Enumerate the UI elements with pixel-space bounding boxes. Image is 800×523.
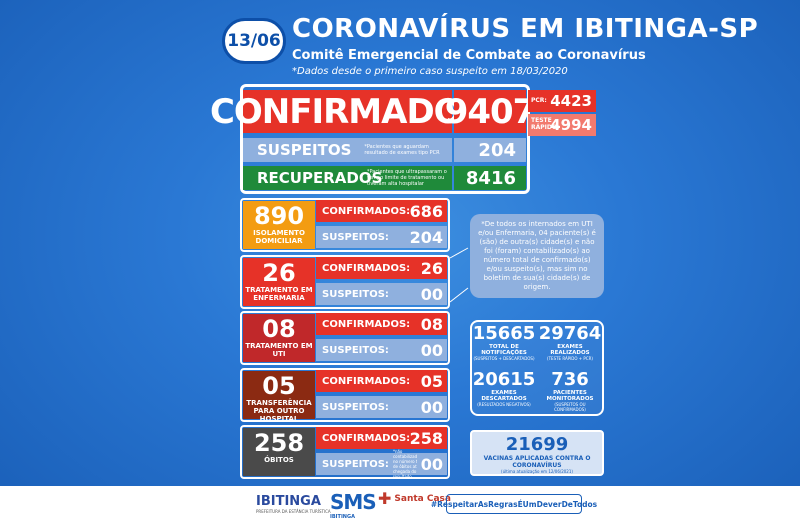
confirmed-total: 9407 xyxy=(444,90,536,133)
card-confirmed-value: 08 xyxy=(417,313,447,335)
card-icu-treatment-summary: 08 TRATAMENTO EM UTI xyxy=(243,314,315,362)
suspects-value: 204 xyxy=(454,138,526,162)
card-label: TRANSFERÊNCIA PARA OUTRO HOSPITAL xyxy=(246,399,312,423)
confirmed-label: CONFIRMADOS xyxy=(209,90,486,133)
pcr-label: PCR: xyxy=(531,97,547,104)
arrow-to-icu xyxy=(449,287,469,303)
card-transfer-summary: 05 TRANSFERÊNCIA PARA OUTRO HOSPITAL xyxy=(243,371,315,423)
card-confirmed-label: CONFIRMADOS: xyxy=(316,313,426,335)
card-number: 08 xyxy=(262,315,296,343)
card-confirmed-value: 686 xyxy=(410,200,447,222)
stat-label: TOTAL DE NOTIFICAÇÕES xyxy=(481,344,527,356)
suspects-label: SUSPEITOS xyxy=(257,141,352,159)
card-suspects-value: 204 xyxy=(410,226,447,248)
ibitinga-logo: IBITINGA PREFEITURA DA ESTÂNCIA TURÍSTIC… xyxy=(256,494,331,514)
rapid-test-label: TESTE RÁPIDO: xyxy=(531,117,560,131)
card-label: TRATAMENTO EM UTI xyxy=(245,342,313,358)
stat-value: 15665 xyxy=(472,323,536,344)
card-suspects-label: SUSPEITOS: xyxy=(316,396,426,418)
sms-logo-sub: IBITINGA xyxy=(330,514,355,520)
ibitinga-logo-sub: PREFEITURA DA ESTÂNCIA TURÍSTICA xyxy=(256,509,331,514)
vaccines-panel: 21699 VACINAS APLICADAS CONTRA O CORONAV… xyxy=(470,430,604,476)
card-confirmed-label: CONFIRMADOS: xyxy=(316,257,426,279)
santa-casa-logo-text: Santa Casa xyxy=(394,494,451,504)
santa-casa-logo: ✚ Santa Casa xyxy=(378,489,451,508)
pcr-value: 4423 xyxy=(550,92,592,110)
stat-exams: 29764 EXAMES REALIZADOS (TESTE RÁPIDO + … xyxy=(538,324,602,368)
card-suspects-value: 00 xyxy=(417,339,447,361)
stat-discarded: 20615 EXAMES DESCARTADOS (RESULTADOS NEG… xyxy=(472,370,536,414)
summary-frame xyxy=(240,84,530,194)
stat-sub: (SUSPEITOS OU CONFIRMADOS) xyxy=(554,402,586,412)
card-label: TRATAMENTO EM ENFERMARIA xyxy=(245,286,313,302)
card-number: 890 xyxy=(253,202,305,230)
card-number: 26 xyxy=(262,259,296,287)
card-transfer xyxy=(240,368,450,422)
card-suspects-note: *não contabilizados no número total de ó… xyxy=(392,449,426,479)
recovered-label: RECUPERADOS xyxy=(257,169,383,187)
card-icu-treatment xyxy=(240,311,450,365)
card-suspects-value: 00 xyxy=(417,453,447,475)
card-confirmed-label: CONFIRMADOS: xyxy=(316,200,426,222)
card-number: 258 xyxy=(253,429,305,457)
card-confirmed-value: 05 xyxy=(417,370,447,392)
card-deaths xyxy=(240,425,450,479)
stat-label: PACIENTES MONITORADOS xyxy=(546,390,594,402)
card-suspects-label: SUSPEITOS: *não contabilizados no número… xyxy=(316,449,426,479)
stat-sub: (RESULTADOS NEGATIVOS) xyxy=(477,402,531,407)
card-suspects-label-text: SUSPEITOS: xyxy=(322,458,389,470)
info-note: *De todos os internados em UTI e/ou Enfe… xyxy=(470,214,604,298)
card-ward-treatment xyxy=(240,255,450,309)
date-note: *Dados desde o primeiro caso suspeito em… xyxy=(292,66,568,77)
card-ward-treatment-summary: 26 TRATAMENTO EM ENFERMARIA xyxy=(243,258,315,306)
card-suspects-label: SUSPEITOS: xyxy=(316,226,426,248)
arrow-to-ward xyxy=(449,247,469,259)
footer-bar xyxy=(0,486,800,523)
card-number: 05 xyxy=(262,372,296,400)
vaccines-update-note: (última atualização em 12/06/2021) xyxy=(501,469,573,474)
stat-sub: (TESTE RÁPIDO + PCR) xyxy=(547,356,593,361)
vaccines-label: VACINAS APLICADAS CONTRA O CORONAVÍRUS xyxy=(483,455,591,469)
ibitinga-logo-text: IBITINGA xyxy=(256,494,321,509)
card-confirmed-value: 258 xyxy=(410,427,447,449)
sms-logo-text: SMS xyxy=(330,490,377,514)
card-label: ISOLAMENTO DOMICILIAR xyxy=(253,229,305,245)
date-badge: 13/06 xyxy=(222,18,286,64)
page-subtitle: Comitê Emergencial de Combate ao Coronav… xyxy=(292,48,646,63)
card-suspects-value: 00 xyxy=(417,396,447,418)
stat-value: 29764 xyxy=(538,323,602,344)
sms-logo: SMS IBITINGA xyxy=(330,490,377,520)
card-label: ÓBITOS xyxy=(264,456,294,464)
recovered-row: RECUPERADOS *Pacientes que ultrapassaram… xyxy=(243,166,452,190)
recovered-note: *Pacientes que ultrapassaram o tempo lim… xyxy=(367,169,447,187)
info-arrows xyxy=(449,247,469,303)
card-suspects-label: SUSPEITOS: xyxy=(316,283,426,305)
rapid-test-box: TESTE RÁPIDO: 4994 xyxy=(528,114,596,136)
card-confirmed-label: CONFIRMADOS: xyxy=(316,370,426,392)
card-suspects-value: 00 xyxy=(417,283,447,305)
suspects-note: *Pacientes que aguardam resultado de exa… xyxy=(364,144,440,156)
card-suspects-label: SUSPEITOS: xyxy=(316,339,426,361)
recovered-value: 8416 xyxy=(454,166,526,190)
stat-label: EXAMES REALIZADOS xyxy=(550,344,590,356)
vaccines-value: 21699 xyxy=(505,434,569,455)
rapid-test-value: 4994 xyxy=(550,116,592,134)
stats-panel xyxy=(470,320,604,416)
suspects-row: SUSPEITOS *Pacientes que aguardam result… xyxy=(243,138,452,162)
stat-value: 736 xyxy=(551,369,589,390)
stat-sub: (SUSPEITOS + DESCARTADOS) xyxy=(473,356,535,361)
card-deaths-summary: 258 ÓBITOS xyxy=(243,428,315,476)
stat-value: 20615 xyxy=(472,369,536,390)
card-confirmed-value: 26 xyxy=(417,257,447,279)
stat-label: EXAMES DESCARTADOS xyxy=(481,390,527,402)
hashtag-badge: #RespeitarAsRegrasÉUmDeverDeTodos xyxy=(431,494,597,514)
stat-notifications: 15665 TOTAL DE NOTIFICAÇÕES (SUSPEITOS +… xyxy=(472,324,536,368)
stat-monitored: 736 PACIENTES MONITORADOS (SUSPEITOS OU … xyxy=(538,370,602,414)
cross-icon: ✚ xyxy=(378,489,392,508)
pcr-box: PCR: 4423 xyxy=(528,90,596,112)
card-home-isolation xyxy=(240,198,450,252)
card-confirmed-label: CONFIRMADOS: xyxy=(316,427,426,449)
card-home-isolation-summary: 890 ISOLAMENTO DOMICILIAR xyxy=(243,201,315,249)
page-title: CORONAVÍRUS EM IBITINGA-SP xyxy=(292,14,759,44)
